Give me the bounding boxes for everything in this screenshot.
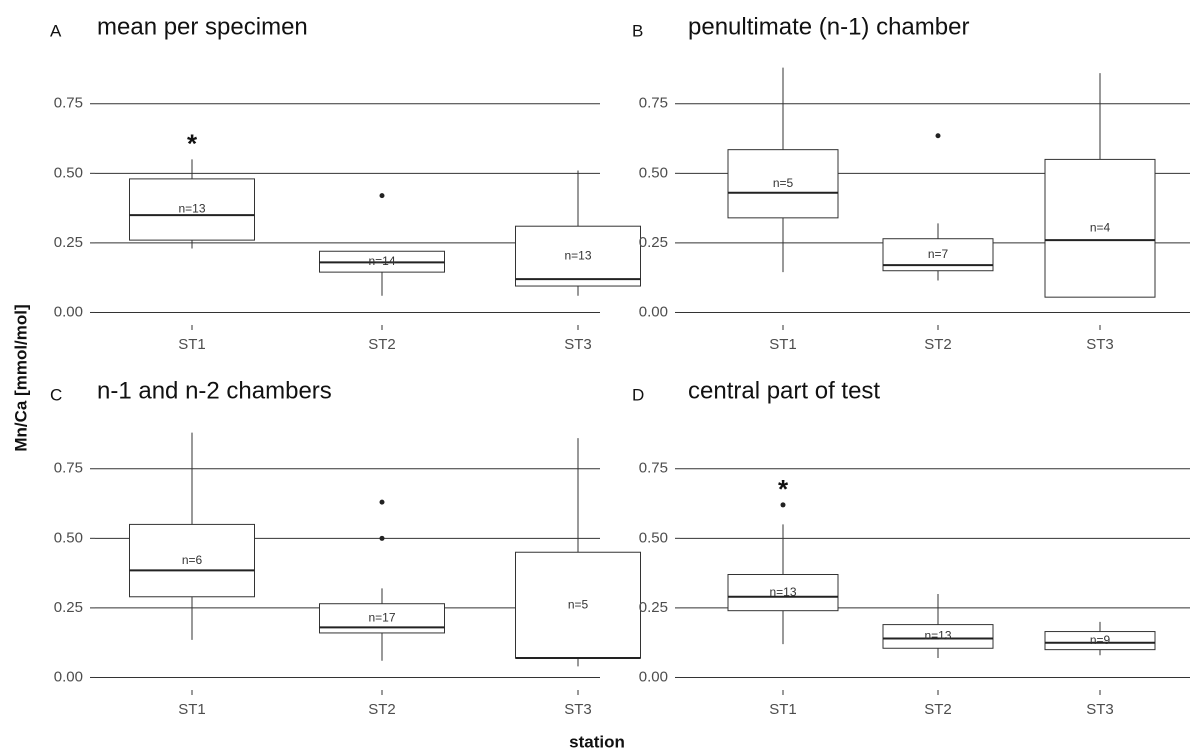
x-tick-label: ST2	[924, 701, 952, 718]
box	[727, 574, 839, 612]
x-tick-label: ST1	[769, 336, 797, 353]
box	[882, 624, 994, 649]
x-axis-title: station	[569, 732, 625, 751]
y-tick-label: 0.25	[639, 599, 668, 616]
n-label: n=13	[769, 585, 796, 599]
outlier	[780, 502, 786, 508]
box	[727, 149, 839, 219]
x-tick-label: ST3	[1086, 701, 1114, 718]
x-tick-label: ST3	[1086, 336, 1114, 353]
panel-letter: B	[632, 21, 643, 40]
y-tick-label: 0.75	[54, 460, 83, 477]
panel-title: central part of test	[688, 377, 880, 404]
panel-letter: D	[632, 385, 644, 404]
annotation: *	[187, 128, 198, 158]
n-label: n=13	[924, 629, 951, 643]
n-label: n=9	[1090, 633, 1111, 647]
y-tick-label: 0.75	[54, 95, 83, 112]
y-tick-label: 0.75	[639, 95, 668, 112]
y-tick-label: 0.50	[639, 529, 668, 546]
n-label: n=5	[773, 176, 794, 190]
y-tick-label: 0.50	[54, 529, 83, 546]
box	[129, 523, 255, 598]
y-tick-label: 0.00	[54, 303, 83, 320]
n-label: n=14	[368, 254, 395, 268]
x-tick-label: ST3	[564, 701, 592, 718]
box	[129, 178, 255, 241]
x-tick-label: ST1	[178, 701, 206, 718]
panel-letter: A	[50, 21, 62, 40]
x-tick-label: ST2	[924, 336, 952, 353]
n-label: n=13	[178, 202, 205, 216]
y-tick-label: 0.25	[54, 599, 83, 616]
annotation: *	[778, 474, 789, 504]
y-tick-label: 0.00	[54, 668, 83, 685]
n-label: n=17	[368, 611, 395, 625]
box	[1044, 158, 1156, 298]
panel-title: penultimate (n-1) chamber	[688, 13, 969, 40]
n-label: n=5	[568, 597, 589, 611]
panel-letter: C	[50, 385, 62, 404]
y-tick-label: 0.50	[54, 164, 83, 181]
n-label: n=6	[182, 553, 203, 567]
outlier	[379, 193, 385, 199]
y-tick-label: 0.75	[639, 460, 668, 477]
outlier	[935, 133, 941, 139]
x-tick-label: ST3	[564, 336, 592, 353]
x-tick-label: ST1	[178, 336, 206, 353]
panel-title: n-1 and n-2 chambers	[97, 377, 332, 404]
n-label: n=7	[928, 247, 949, 261]
n-label: n=4	[1090, 220, 1111, 234]
x-tick-label: ST2	[368, 336, 396, 353]
box	[515, 551, 641, 659]
panel-title: mean per specimen	[97, 13, 308, 40]
box	[515, 225, 641, 287]
y-tick-label: 0.25	[54, 234, 83, 251]
y-tick-label: 0.50	[639, 164, 668, 181]
x-tick-label: ST2	[368, 701, 396, 718]
y-axis-title: Mn/Ca [mmol/mol]	[11, 304, 30, 451]
n-label: n=13	[564, 248, 591, 262]
y-tick-label: 0.00	[639, 668, 668, 685]
box	[1044, 631, 1156, 651]
outlier	[379, 499, 385, 505]
outlier	[379, 535, 385, 541]
x-tick-label: ST1	[769, 701, 797, 718]
y-tick-label: 0.25	[639, 234, 668, 251]
y-tick-label: 0.00	[639, 303, 668, 320]
